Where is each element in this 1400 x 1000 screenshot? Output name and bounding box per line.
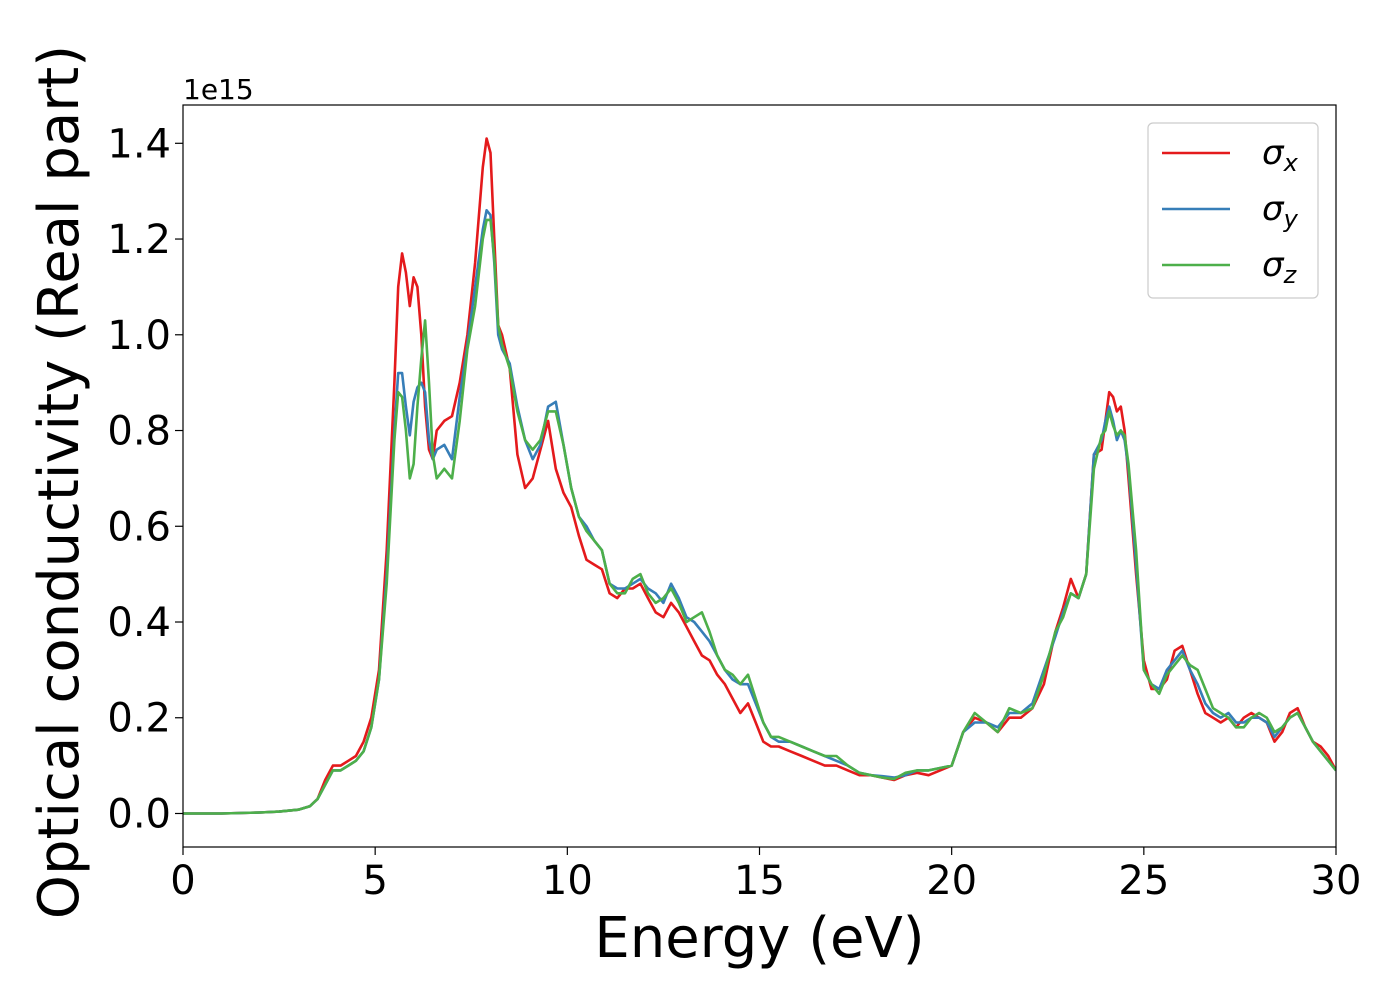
legend-label: σz [1262, 245, 1298, 289]
x-tick-label: 15 [734, 858, 785, 904]
y-axis: 0.0 0.2 0.4 0.6 0.8 1.0 1.2 1.4 [107, 121, 183, 837]
x-tick-label: 0 [170, 858, 195, 904]
x-axis: 0 5 10 15 20 25 30 [170, 847, 1361, 904]
series-line-z [183, 218, 1336, 815]
legend: σx σy σz [1147, 122, 1319, 299]
series-layer [183, 137, 1336, 815]
y-offset-label: 1e15 [183, 73, 254, 106]
x-tick-label: 30 [1311, 858, 1362, 904]
y-tick-label: 1.4 [107, 121, 171, 167]
legend-entry-y: σy [1162, 189, 1299, 233]
x-tick-label: 25 [1118, 858, 1169, 904]
legend-label: σx [1262, 133, 1299, 177]
y-axis-title: Optical conductivity (Real part) [27, 45, 92, 919]
legend-box [1147, 122, 1319, 299]
x-tick-label: 5 [362, 858, 387, 904]
legend-entry-z: σz [1162, 245, 1298, 289]
x-axis-title: Energy (eV) [594, 906, 924, 971]
y-tick-label: 1.2 [107, 217, 171, 263]
x-tick-label: 20 [926, 858, 977, 904]
series-line-y [183, 209, 1336, 815]
y-tick-label: 0.4 [107, 600, 171, 646]
y-tick-label: 0.2 [107, 696, 171, 742]
legend-label: σy [1262, 189, 1299, 233]
legend-entry-x: σx [1162, 133, 1299, 177]
y-tick-label: 0.8 [107, 409, 171, 455]
y-tick-label: 0.0 [107, 791, 171, 837]
x-tick-label: 10 [542, 858, 593, 904]
y-tick-label: 1.0 [107, 313, 171, 359]
y-tick-label: 0.6 [107, 504, 171, 550]
